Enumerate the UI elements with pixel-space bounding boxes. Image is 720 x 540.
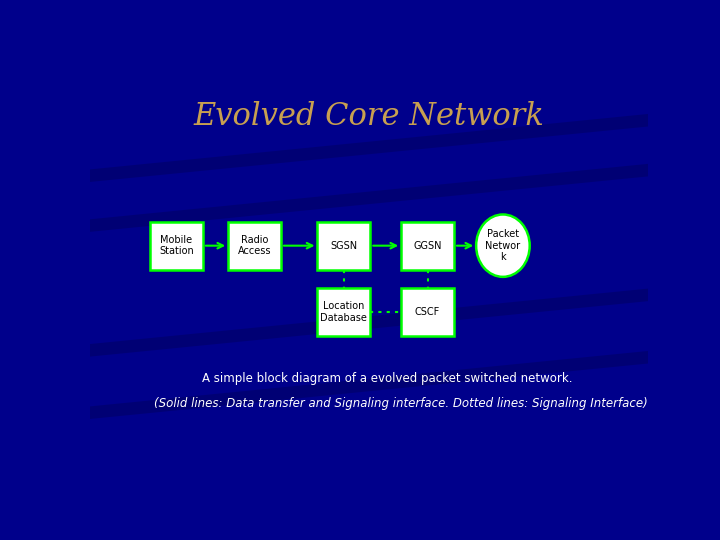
FancyBboxPatch shape (401, 288, 454, 336)
Text: Location
Database: Location Database (320, 301, 367, 323)
FancyBboxPatch shape (318, 288, 370, 336)
Text: Radio
Access: Radio Access (238, 235, 271, 256)
FancyBboxPatch shape (401, 222, 454, 269)
Text: Evolved Core Network: Evolved Core Network (194, 102, 544, 132)
Text: CSCF: CSCF (415, 307, 440, 317)
Ellipse shape (476, 214, 530, 277)
Text: A simple block diagram of a evolved packet switched network.: A simple block diagram of a evolved pack… (202, 372, 572, 385)
Text: Mobile
Station: Mobile Station (159, 235, 194, 256)
Text: (Solid lines: Data transfer and Signaling interface. Dotted lines: Signaling Int: (Solid lines: Data transfer and Signalin… (154, 397, 648, 410)
FancyBboxPatch shape (150, 222, 203, 269)
FancyBboxPatch shape (318, 222, 370, 269)
Text: GGSN: GGSN (413, 241, 442, 251)
Text: Packet
Networ
k: Packet Networ k (485, 229, 521, 262)
FancyBboxPatch shape (228, 222, 281, 269)
Text: SGSN: SGSN (330, 241, 357, 251)
